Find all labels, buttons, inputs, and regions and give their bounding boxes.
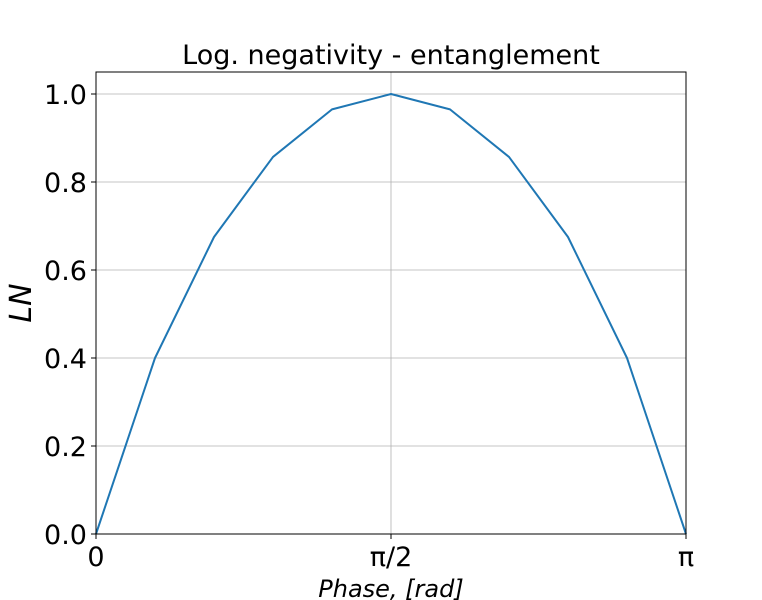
grid xyxy=(95,72,687,535)
series-line xyxy=(95,93,687,535)
y-axis-ticks: 0.0 0.2 0.4 0.6 0.8 1.0 xyxy=(44,80,96,551)
y-tick-label: 1.0 xyxy=(44,80,87,111)
x-axis-ticks: 0 π/2 π xyxy=(87,534,694,573)
y-tick-label: 0.4 xyxy=(44,344,87,375)
x-tick-label: π xyxy=(678,542,694,573)
chart-title: Log. negativity - entanglement xyxy=(182,40,600,71)
y-tick-label: 0.8 xyxy=(44,168,87,199)
y-tick-label: 0.6 xyxy=(44,256,87,287)
y-axis-label: LN xyxy=(4,283,39,322)
y-tick-label: 0.2 xyxy=(44,432,87,463)
x-tick-label: 0 xyxy=(87,542,104,573)
x-axis-label: Phase, [rad] xyxy=(318,575,463,600)
series-layer xyxy=(95,93,687,535)
y-tick-label: 0.0 xyxy=(44,520,87,551)
x-tick-label: π/2 xyxy=(370,542,413,573)
